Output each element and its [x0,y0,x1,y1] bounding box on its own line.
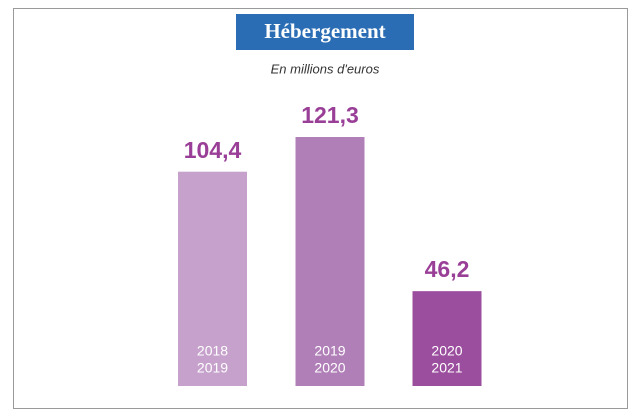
category-label: 2021 [431,360,462,376]
chart-title: Hébergement [264,19,385,43]
category-label: 2020 [431,343,462,359]
chart-subtitle: En millions d'euros [271,61,380,76]
bar [178,171,247,386]
bar [295,137,365,386]
category-label: 2019 [197,360,228,376]
bar [412,291,482,386]
value-label: 46,2 [425,256,470,282]
category-label: 2020 [314,360,345,376]
category-label: 2019 [314,343,345,359]
category-label: 2018 [197,343,228,359]
value-label: 121,3 [301,102,359,128]
value-label: 104,4 [184,137,242,163]
title-box [236,14,414,50]
